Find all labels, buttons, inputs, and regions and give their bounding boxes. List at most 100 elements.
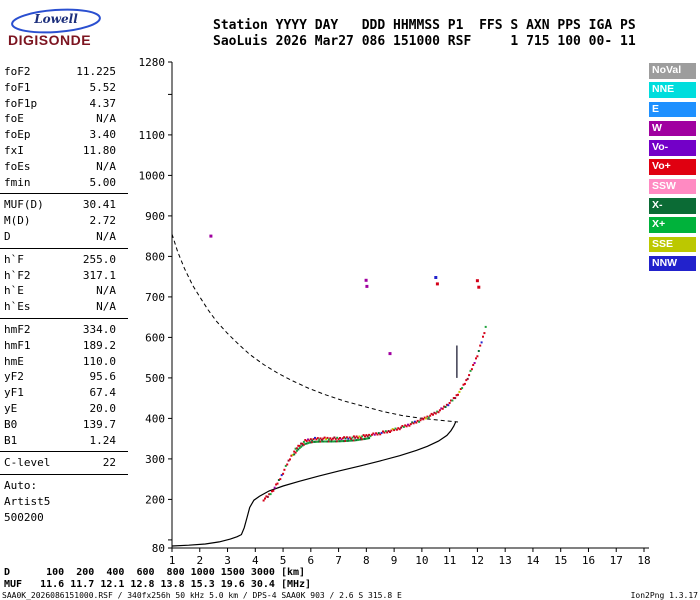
param-row-hf2: h`F2 317.1: [0, 268, 128, 284]
svg-text:700: 700: [145, 291, 165, 304]
param-value: 95.6: [89, 370, 117, 384]
footer-file-info: SAA0K_2026086151000.RSF / 340fx256h 50 k…: [2, 591, 402, 600]
svg-text:16: 16: [582, 554, 595, 567]
param-label: h`F: [4, 252, 24, 266]
param-row-b0: B0 139.7: [0, 417, 128, 433]
param-label: D: [4, 229, 11, 243]
svg-text:17: 17: [610, 554, 623, 567]
svg-text:15: 15: [554, 554, 567, 567]
svg-text:800: 800: [145, 250, 165, 263]
param-row-d: D N/A: [0, 229, 128, 245]
param-value: N/A: [96, 159, 116, 173]
param-label: foF1: [4, 80, 31, 94]
svg-text:1000: 1000: [139, 169, 166, 182]
svg-text:7: 7: [335, 554, 342, 567]
param-row-fxi: fxI 11.80: [0, 143, 128, 159]
svg-text:18: 18: [637, 554, 650, 567]
param-value: 139.7: [82, 417, 116, 431]
svg-text:400: 400: [145, 412, 165, 425]
topside-profile-dashed-line: [171, 233, 459, 423]
legend-ssw: SSW: [649, 178, 696, 195]
direction-legend: NoVal NNE E W Vo- Vo+ SSW X- X+ SSE NNW: [649, 63, 696, 275]
param-row-hf: h`F 255.0: [0, 252, 128, 268]
param-label: C-level: [4, 456, 51, 470]
param-label: yF1: [4, 386, 24, 400]
param-row-foe: foE N/A: [0, 111, 128, 127]
param-label: yE: [4, 401, 18, 415]
svg-text:11: 11: [443, 554, 456, 567]
param-row-ye: yE 20.0: [0, 401, 128, 417]
param-row-hmf2: hmF2 334.0: [0, 322, 128, 338]
param-value: 67.4: [89, 386, 117, 400]
param-row-md: M(D) 2.72: [0, 213, 128, 229]
svg-text:1100: 1100: [139, 129, 166, 142]
param-value: 334.0: [82, 322, 116, 336]
svg-text:1280: 1280: [139, 56, 166, 69]
parameter-panel: foF2 11.225 foF1 5.52 foF1p 4.37 foE N/A foEp 3.4…: [0, 64, 128, 526]
param-label: hmF2: [4, 322, 31, 336]
footer-bar: SAA0K_2026086151000.RSF / 340fx256h 50 k…: [2, 591, 698, 600]
param-value: 20.0: [89, 401, 117, 415]
param-label: fxI: [4, 143, 24, 157]
param-row-mufd: MUF(D) 30.41: [0, 197, 128, 213]
svg-text:500: 500: [145, 372, 165, 385]
param-label: foE: [4, 112, 24, 126]
param-divider: [0, 317, 128, 319]
param-value: 255.0: [82, 252, 116, 266]
param-row-fof1p: foF1p 4.37: [0, 96, 128, 112]
param-label: B0: [4, 417, 18, 431]
legend-noval: NoVal: [649, 63, 696, 79]
param-divider: [0, 193, 128, 195]
svg-text:3: 3: [224, 554, 231, 567]
param-row-foep: foEp 3.40: [0, 127, 128, 143]
param-row-he: h`E N/A: [0, 283, 128, 299]
param-row-500200: 500200: [0, 510, 128, 526]
param-label: hmE: [4, 354, 24, 368]
param-divider: [0, 474, 128, 476]
param-value: 3.40: [89, 128, 117, 142]
legend-x: X-: [649, 198, 696, 214]
param-value: 4.37: [89, 96, 117, 110]
svg-text:13: 13: [499, 554, 512, 567]
true-height-profile-line: [171, 421, 457, 547]
svg-text:900: 900: [145, 210, 165, 223]
chart-axes: [168, 61, 649, 552]
svg-text:600: 600: [145, 331, 165, 344]
param-row-hme: hmE 110.0: [0, 354, 128, 370]
param-value: 2.72: [89, 214, 117, 228]
param-label: foEp: [4, 128, 31, 142]
param-row-yf2: yF2 95.6: [0, 369, 128, 385]
param-row-fmin: fmin 5.00: [0, 175, 128, 191]
param-label: yF2: [4, 370, 24, 384]
param-row-foes: foEs N/A: [0, 159, 128, 175]
legend-nne: NNE: [649, 82, 696, 98]
param-label: h`Es: [4, 300, 31, 314]
param-row-b1: B1 1.24: [0, 433, 128, 449]
svg-text:9: 9: [391, 554, 398, 567]
logo-swoosh-icon: [11, 8, 101, 34]
param-value: 189.2: [82, 338, 116, 352]
param-value: N/A: [96, 112, 116, 126]
legend-x: X+: [649, 217, 696, 233]
param-value: 11.80: [82, 143, 116, 157]
param-value: N/A: [96, 300, 116, 314]
param-row-clevel: C-level 22: [0, 455, 128, 471]
svg-text:14: 14: [526, 554, 540, 567]
param-label: fmin: [4, 175, 31, 189]
param-label: hmF1: [4, 338, 31, 352]
legend-nnw: NNW: [649, 255, 696, 272]
logo-digisonde-text: DIGISONDE: [8, 32, 92, 48]
muf-values-row: MUF 11.6 11.7 12.1 12.8 13.8 15.3 19.6 3…: [4, 579, 312, 590]
param-value: 5.00: [89, 175, 117, 189]
svg-text:4: 4: [252, 554, 259, 567]
param-value: N/A: [96, 284, 116, 298]
svg-text:1: 1: [169, 554, 176, 567]
legend-sse: SSE: [649, 236, 696, 253]
param-divider: [0, 247, 128, 249]
param-row-artist5: Artist5: [0, 494, 128, 510]
svg-text:300: 300: [145, 453, 165, 466]
param-row-fof2: foF2 11.225: [0, 64, 128, 80]
